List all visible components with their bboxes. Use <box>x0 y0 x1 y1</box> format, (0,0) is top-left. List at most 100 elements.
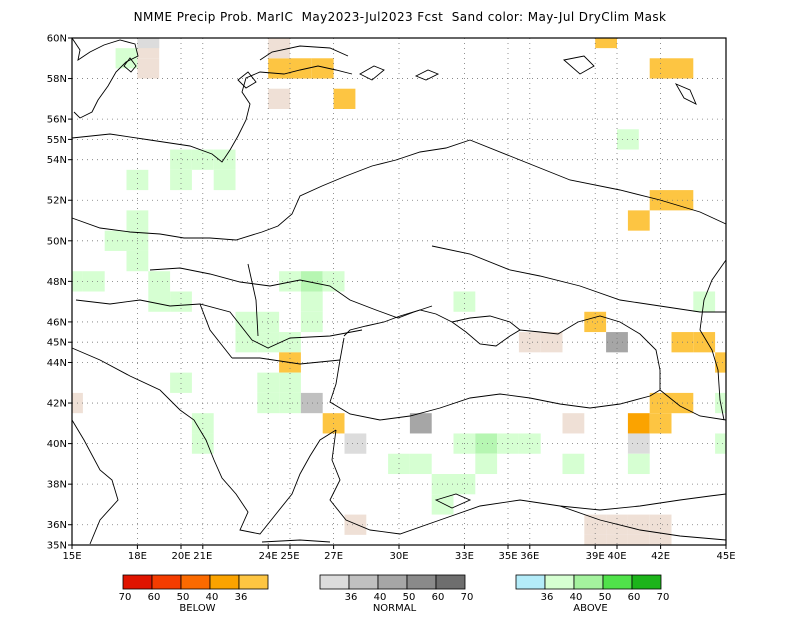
lake-onega <box>414 69 440 81</box>
legend-value-label: 70 <box>461 592 474 603</box>
legend-swatch <box>238 574 269 590</box>
legend-value-label: 70 <box>119 592 132 603</box>
legend-value-label: 60 <box>432 592 445 603</box>
border-line-middle-east <box>559 505 727 541</box>
border-line-2 <box>149 267 433 319</box>
probability-cell <box>627 453 650 475</box>
probability-cell <box>649 514 672 535</box>
legend-category-title: BELOW <box>179 603 215 614</box>
coastline-caspian <box>699 259 727 421</box>
coastline-crete <box>261 539 331 543</box>
legend-value-label: 60 <box>148 592 161 603</box>
probability-cell <box>649 534 672 545</box>
probability-cell <box>584 534 607 545</box>
latitude-label: 35N <box>47 541 67 552</box>
legend-value-label: 40 <box>206 592 219 603</box>
probability-cell <box>235 311 258 333</box>
map-title: NMME Precip Prob. MarIC May2023-Jul2023 … <box>133 10 667 24</box>
legend-value-label: 50 <box>599 592 612 603</box>
legend-below: 70 60 50 40 36 BELOW <box>119 574 269 614</box>
probability-cell <box>606 534 628 545</box>
probability-cell <box>322 271 345 292</box>
latitude-label: 38N <box>47 480 67 491</box>
probability-cell <box>213 149 236 170</box>
legend-swatch <box>573 574 604 590</box>
lake-rybinsk <box>563 55 595 75</box>
probability-cell <box>453 474 476 495</box>
legend-swatch <box>631 574 662 590</box>
probability-cell <box>627 433 650 454</box>
probability-cell <box>344 433 367 454</box>
coastline-baltic-east <box>71 65 353 163</box>
longitude-label: 39E <box>586 551 605 562</box>
probability-cell <box>257 372 280 393</box>
legend-swatch <box>209 574 240 590</box>
probability-cell <box>584 514 607 535</box>
legend-swatch <box>319 574 350 590</box>
latitude-label: 58N <box>47 74 67 85</box>
legend-value-label: 36 <box>235 592 248 603</box>
longitude-label: 45E <box>716 551 735 562</box>
legend-swatch <box>151 574 182 590</box>
legend-value-label: 40 <box>374 592 387 603</box>
longitude-label: 25E <box>280 551 299 562</box>
probability-cell <box>137 38 160 49</box>
probability-cell <box>627 210 650 231</box>
probability-cell <box>562 413 585 434</box>
probability-cell <box>311 58 334 79</box>
probability-cell <box>170 149 192 170</box>
border-line-4 <box>247 263 259 337</box>
gridlines-layer <box>72 38 726 545</box>
border-line-caucasus <box>659 389 727 421</box>
probability-cell <box>268 58 290 79</box>
probability-cell <box>279 271 301 292</box>
longitude-label: 15E <box>62 551 81 562</box>
probability-cell <box>126 169 149 191</box>
probability-cell <box>562 453 585 475</box>
probability-cell <box>431 494 454 515</box>
latitude-label: 54N <box>47 155 67 166</box>
coastline-estonia-islands <box>237 71 257 89</box>
longitude-label: 33E <box>455 551 474 562</box>
legend-value-label: 36 <box>345 592 358 603</box>
coastline-adriatic <box>71 347 215 461</box>
probability-cell <box>104 230 127 251</box>
probability-cell <box>148 291 171 312</box>
legend-value-label: 50 <box>403 592 416 603</box>
coastline-scandinavia <box>71 37 139 119</box>
probability-cell <box>300 311 323 333</box>
border-line-1 <box>71 139 471 241</box>
coastline-black-sea-north <box>343 309 661 390</box>
probability-cell <box>300 291 323 312</box>
longitude-label: 18E <box>128 551 147 562</box>
legend-value-label: 36 <box>541 592 554 603</box>
probability-cell <box>409 453 432 475</box>
probability-cell <box>213 169 236 191</box>
probability-cell <box>595 38 617 49</box>
legend-swatch <box>348 574 379 590</box>
coastline-gotland <box>123 57 137 73</box>
coastline-black-sea-south <box>329 337 661 421</box>
latitude-label: 40N <box>47 439 67 450</box>
longitude-label: 21E <box>193 551 212 562</box>
probability-cell <box>170 169 192 191</box>
lake-ladoga <box>359 65 385 81</box>
probability-cell <box>268 88 290 109</box>
probability-cell <box>453 291 476 312</box>
probability-cell <box>268 38 290 59</box>
probability-cell <box>584 311 607 333</box>
probability-cell <box>126 250 149 272</box>
longitude-label: 36E <box>520 551 539 562</box>
probability-cell <box>475 453 498 475</box>
probability-cell <box>148 271 171 292</box>
probability-cell <box>627 514 650 535</box>
coastline-cyprus <box>434 493 472 509</box>
border-line-east-1 <box>469 139 727 225</box>
legend-swatch <box>435 574 466 590</box>
legend-value-label: 50 <box>177 592 190 603</box>
legend-swatch <box>180 574 211 590</box>
border-line-6 <box>232 357 341 365</box>
probability-cell <box>671 58 694 79</box>
probability-cell <box>715 433 726 454</box>
